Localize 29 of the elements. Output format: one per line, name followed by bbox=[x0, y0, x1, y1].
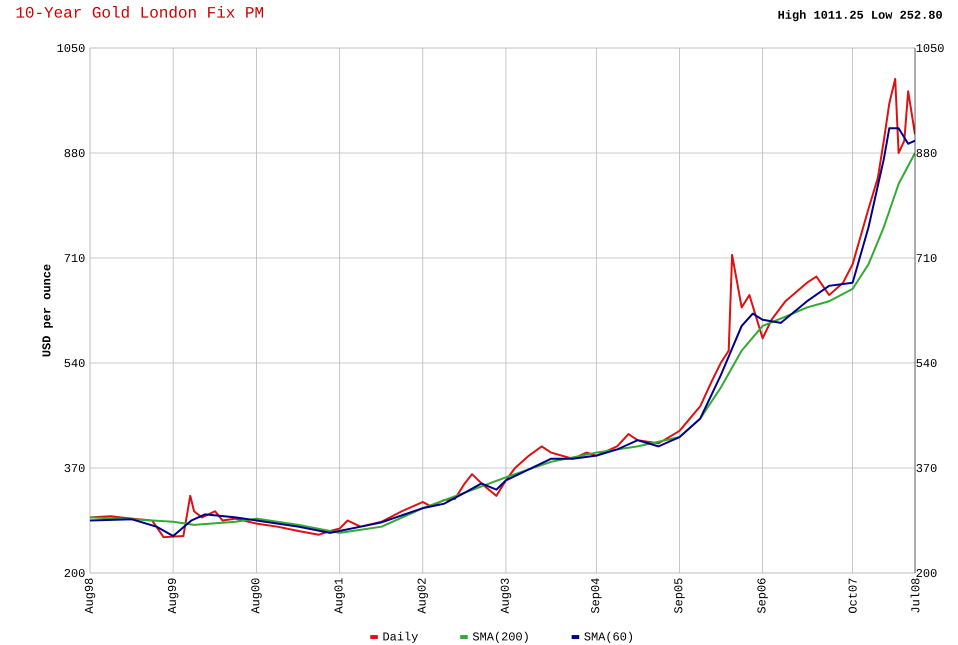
y2-tick-label: 540 bbox=[916, 358, 937, 368]
y-tick-label: 370 bbox=[64, 464, 85, 472]
legend-label: Daily bbox=[383, 632, 418, 643]
x-tick-label: Sep04 bbox=[591, 578, 602, 614]
legend-label: SMA(60) bbox=[584, 632, 632, 643]
x-tick-label: Jul08 bbox=[910, 578, 920, 613]
x-tick-label: Aug99 bbox=[168, 578, 178, 614]
y-tick-label: 540 bbox=[64, 358, 85, 368]
y-tick-label: 710 bbox=[64, 254, 85, 262]
y2-tick-label: 370 bbox=[916, 464, 937, 472]
x-tick-label: Aug02 bbox=[418, 578, 428, 614]
x-tick-label: Aug00 bbox=[251, 578, 262, 614]
y-tick-label: 1050 bbox=[57, 44, 85, 52]
y2-tick-label: 710 bbox=[916, 254, 937, 262]
x-tick-label: Aug03 bbox=[500, 578, 512, 614]
y2-tick-label: 200 bbox=[916, 568, 937, 578]
x-tick-label: Aug98 bbox=[84, 578, 96, 614]
x-tick-label: Oct07 bbox=[848, 578, 857, 613]
chart-title: 10-Year Gold London Fix PM bbox=[16, 6, 264, 18]
y2-tick-label: 880 bbox=[916, 148, 937, 158]
legend-label: SMA(200) bbox=[472, 632, 528, 643]
x-tick-label: Sep05 bbox=[674, 578, 685, 614]
x-tick-label: Sep06 bbox=[757, 578, 768, 614]
y-tick-label: 200 bbox=[64, 568, 85, 578]
y-axis-title: USD per ounce bbox=[42, 264, 53, 356]
y-tick-label: 880 bbox=[64, 148, 85, 158]
text: High 1011.25 Low 252.80 bbox=[778, 10, 942, 22]
x-tick-label: Aug01 bbox=[334, 578, 345, 614]
y2-tick-label: 1050 bbox=[916, 44, 944, 52]
